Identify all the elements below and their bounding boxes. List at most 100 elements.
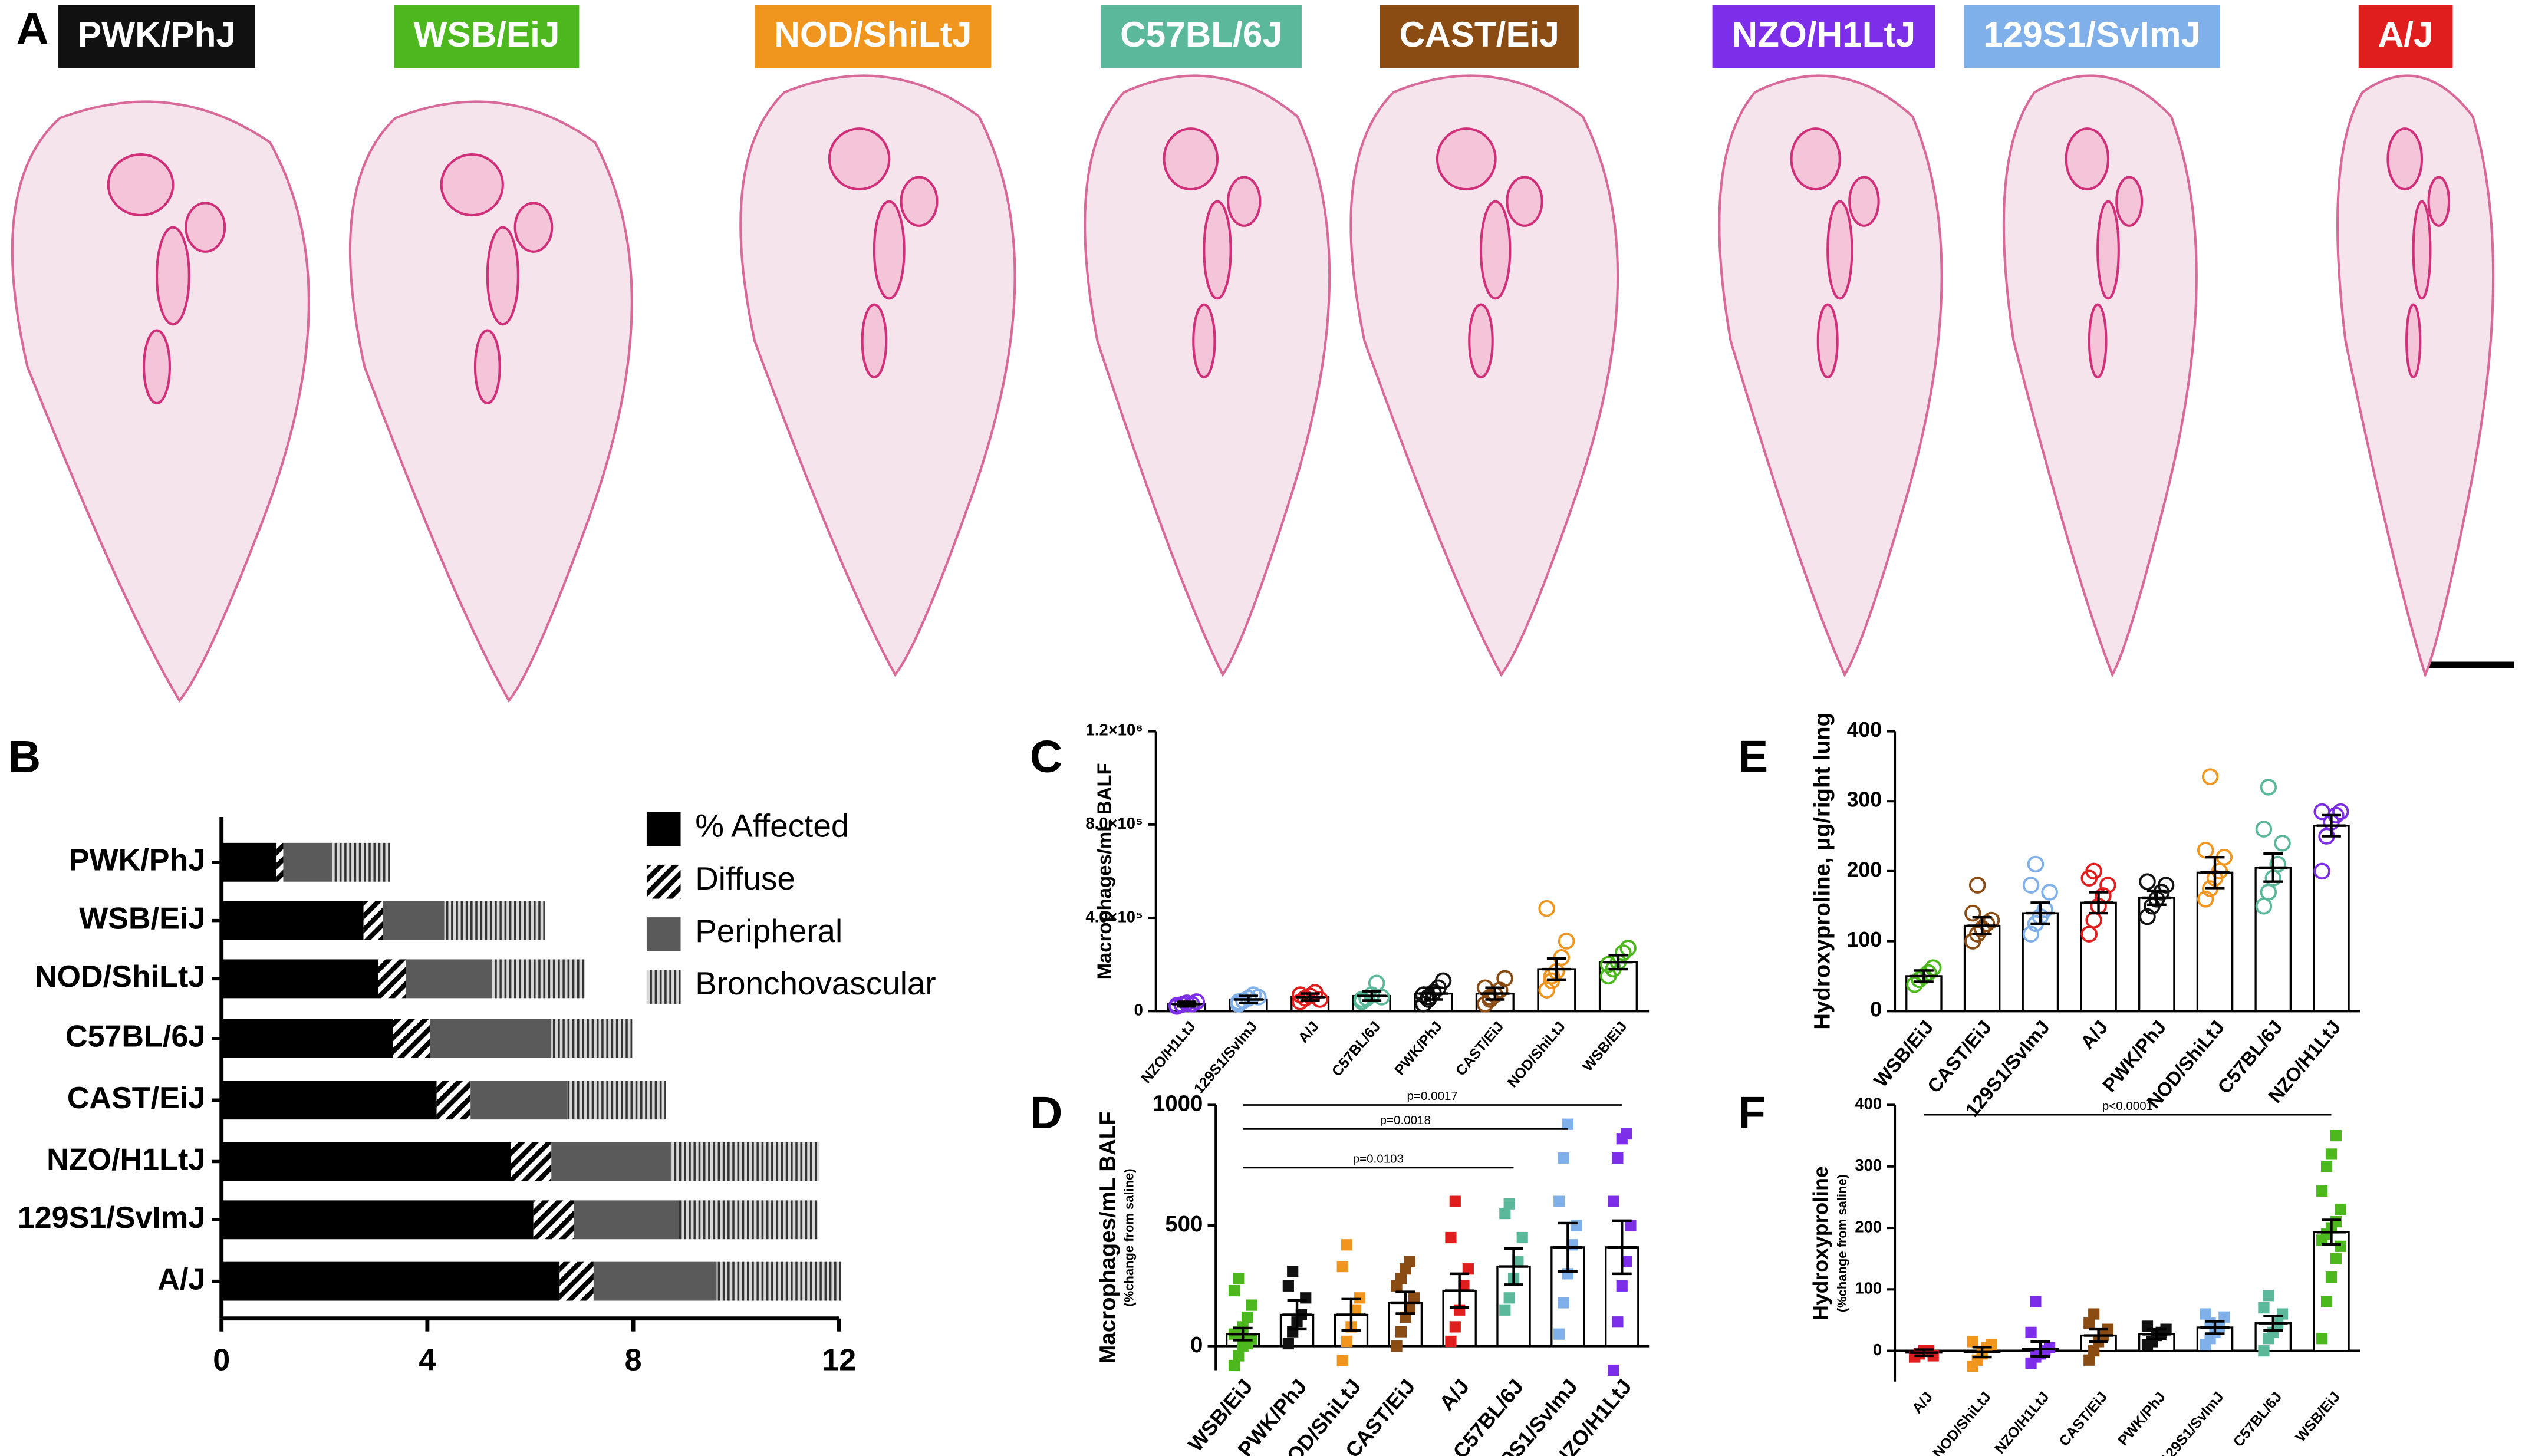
data-point — [1503, 1198, 1515, 1210]
x-tick-label: WSB/EiJ — [2293, 1389, 2343, 1445]
data-point — [1233, 1273, 1245, 1284]
legend-label: Peripheral — [695, 913, 842, 949]
error-bar — [1499, 1247, 1529, 1286]
bar-segment — [716, 1261, 841, 1301]
x-tick-label: A/J — [1910, 1389, 1936, 1417]
bar-segment — [221, 1019, 393, 1058]
data-point — [2085, 862, 2102, 880]
x-tick-label: NZO/H1LtJ — [1138, 1019, 1199, 1086]
data-point — [1571, 1220, 1582, 1231]
airway — [513, 202, 554, 253]
data-point — [2088, 1345, 2100, 1357]
data-point — [1391, 1340, 1403, 1352]
data-point — [1619, 940, 1637, 957]
data-point — [2083, 1317, 2095, 1329]
data-point — [2139, 873, 2156, 890]
data-point — [2022, 925, 2040, 943]
airway — [873, 200, 906, 300]
data-point — [1336, 1260, 1348, 1273]
data-point — [1282, 1338, 1294, 1350]
airway — [1468, 303, 1494, 379]
error-bar — [2316, 813, 2346, 838]
data-point — [1241, 1311, 1253, 1323]
data-point — [1445, 1231, 1457, 1244]
strain-label-box — [1380, 5, 1579, 68]
error-bar — [1444, 1272, 1474, 1309]
error-bar — [2142, 1327, 2171, 1340]
airway — [2065, 127, 2110, 191]
data-point — [1558, 933, 1575, 950]
error-bar — [1542, 957, 1572, 981]
y-tick-label: NOD/ShiLtJ — [35, 960, 205, 994]
x-tick-label: A/J — [1435, 1375, 1474, 1415]
error-bar — [1909, 969, 1939, 983]
bar-segment — [331, 842, 390, 882]
data-point — [1349, 1304, 1361, 1316]
data-point — [1341, 1239, 1353, 1251]
y-tick-label: PWK/PhJ — [69, 844, 206, 878]
data-point — [1562, 1118, 1573, 1130]
legend-label: % Affected — [695, 808, 849, 844]
data-point — [1499, 1207, 1511, 1220]
data-point — [2330, 1129, 2342, 1142]
y-tick-label: 0 — [1873, 1340, 1882, 1359]
strain-label: NOD/ShiLtJ — [774, 14, 972, 54]
panel-label: D — [1030, 1088, 1062, 1138]
error-bar — [1909, 1348, 1939, 1358]
error-bar — [1607, 1219, 1637, 1276]
x-tick-label: 4 — [419, 1343, 436, 1378]
bar-segment — [533, 1200, 574, 1240]
data-point — [1449, 1195, 1461, 1207]
data-point — [1516, 1231, 1528, 1244]
data-point — [1233, 1350, 1245, 1362]
data-point — [1558, 1152, 1569, 1164]
airway — [2427, 176, 2451, 227]
panel-label: E — [1738, 732, 1768, 782]
error-bar — [2026, 1340, 2055, 1358]
data-point — [2255, 821, 2273, 838]
airway — [900, 176, 939, 227]
y-tick-label: 300 — [1847, 788, 1882, 812]
error-bar — [2083, 1327, 2113, 1343]
data-point — [1458, 1280, 1470, 1292]
data-point — [1496, 970, 1513, 987]
data-point — [2316, 1185, 2328, 1197]
x-tick-label: 12 — [822, 1343, 856, 1378]
error-bar — [1336, 1297, 1366, 1332]
legend-swatch — [646, 864, 681, 899]
data-point — [1449, 1321, 1461, 1333]
data-point — [2276, 1308, 2289, 1320]
data-point — [2274, 835, 2291, 852]
y-axis-sublabel: (%change from saline) — [1122, 1168, 1137, 1306]
strain-label: NZO/H1LtJ — [1732, 14, 1916, 54]
data-point — [2320, 1296, 2333, 1307]
data-point — [1920, 964, 1937, 981]
data-point — [1341, 1335, 1353, 1348]
data-point — [1625, 1220, 1637, 1231]
data-point — [1968, 877, 1986, 894]
airway — [2405, 303, 2422, 379]
data-point — [2027, 855, 2045, 873]
data-point — [2316, 1333, 2328, 1345]
data-point — [2313, 862, 2330, 880]
data-point — [2320, 1161, 2333, 1172]
y-tick-label: 0 — [1870, 998, 1882, 1022]
y-tick-label: 0 — [1190, 1332, 1203, 1358]
error-bar — [2259, 852, 2288, 883]
y-tick-label: 400 — [1855, 1095, 1882, 1113]
bar-segment — [470, 1081, 568, 1120]
bar — [2138, 897, 2175, 1012]
data-point — [2325, 1271, 2338, 1283]
y-tick-label: 4.0×10⁵ — [1085, 907, 1143, 925]
data-point — [1599, 956, 1617, 973]
significance-label: p=0.0017 — [1407, 1089, 1458, 1103]
bar-segment — [430, 1019, 552, 1058]
legend-swatch — [646, 812, 681, 846]
data-point — [1462, 1263, 1474, 1275]
bar-segment — [378, 959, 406, 999]
data-point — [1964, 904, 1981, 922]
bar-segment — [221, 842, 277, 882]
bar-segment — [551, 1142, 671, 1181]
x-tick-label: A/J — [1295, 1019, 1322, 1046]
y-axis-label: Macrophages/mL BALF — [1095, 1111, 1120, 1363]
